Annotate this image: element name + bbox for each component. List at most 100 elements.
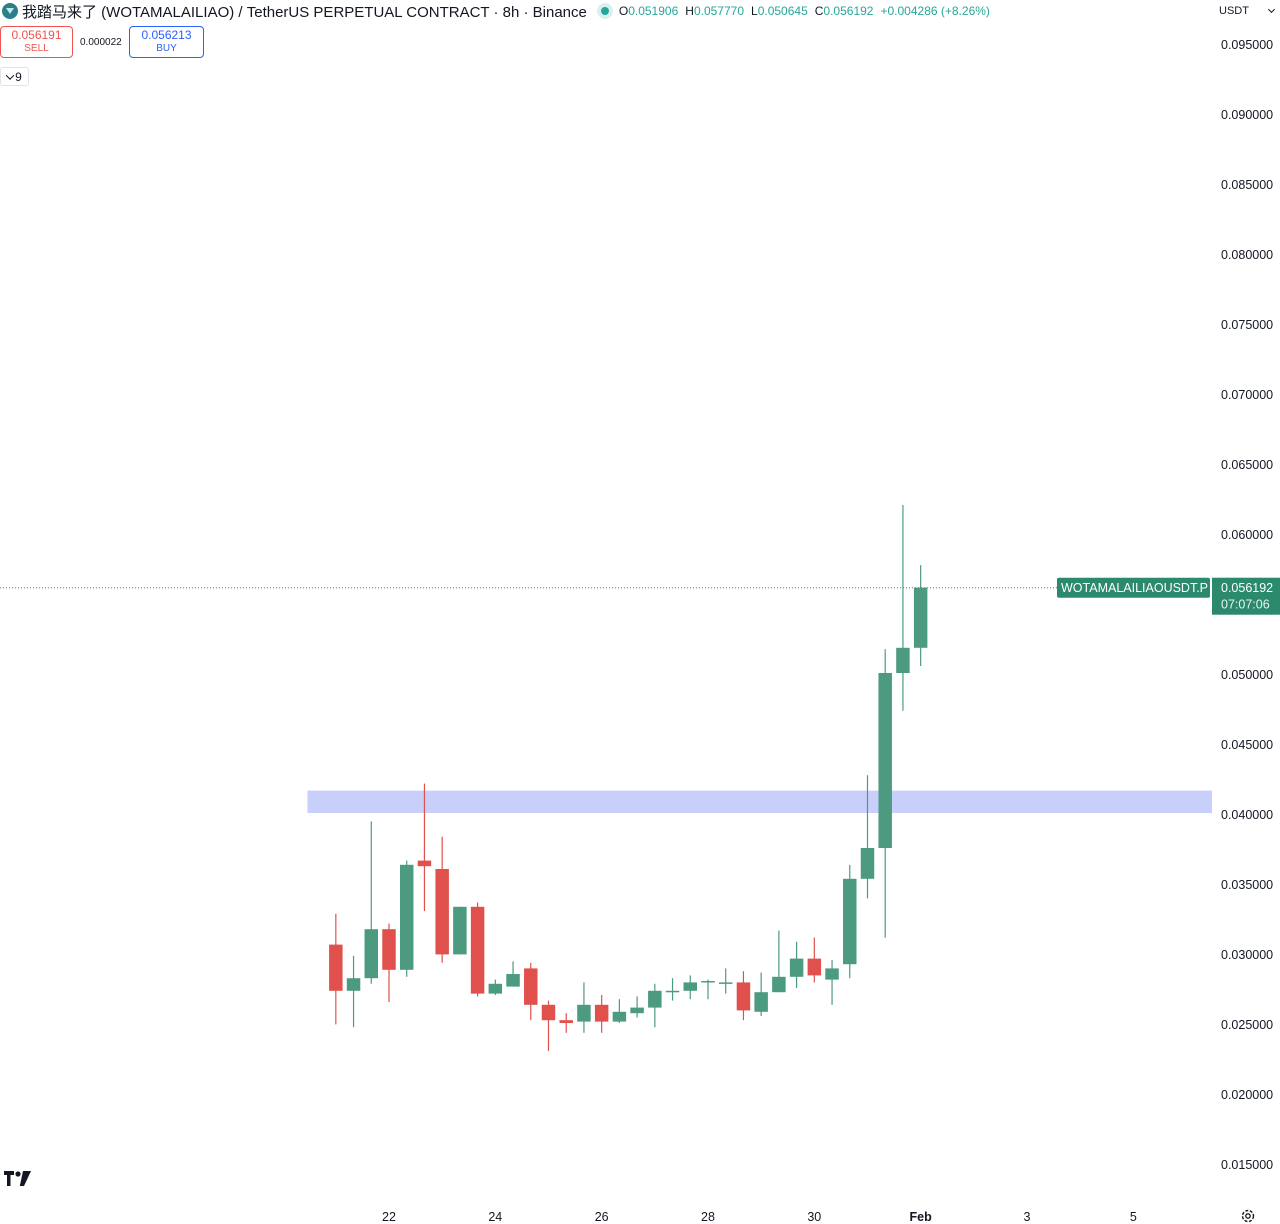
buy-button[interactable]: 0.056213 BUY: [129, 26, 204, 58]
ohlc-high: H0.057770: [685, 4, 744, 18]
candle: [701, 979, 715, 1000]
candle: [754, 972, 768, 1016]
chevron-down-icon: [1267, 5, 1276, 14]
time-axis-label: 24: [488, 1210, 502, 1224]
candle: [683, 975, 698, 1000]
candle-body: [860, 848, 875, 879]
candle: [506, 961, 520, 987]
price-axis-label: 0.080000: [1221, 248, 1273, 262]
ohlc-close: C0.056192: [814, 4, 874, 18]
candle: [399, 860, 414, 977]
price-axis-label: 0.045000: [1221, 738, 1273, 752]
time-axis-label: 26: [595, 1210, 609, 1224]
time-axis-label: 28: [701, 1210, 715, 1224]
candle: [772, 930, 786, 993]
candle-body: [878, 673, 892, 848]
candle-body: [630, 1007, 644, 1014]
candle: [541, 1000, 556, 1051]
price-change: +0.004286 (+8.26%): [880, 4, 990, 18]
candle: [825, 960, 839, 1005]
price-axis-label: 0.090000: [1221, 108, 1273, 122]
candle: [913, 565, 928, 666]
diamond-symbol-icon[interactable]: [2, 3, 18, 19]
zones-layer: [307, 790, 1213, 813]
ohlc-open: O0.051906: [618, 4, 679, 18]
spread-value: 0.000022: [80, 37, 122, 48]
symbol-tag-text: WOTAMALAILIAOUSDT.P: [1061, 581, 1208, 595]
gear-icon[interactable]: [1240, 1208, 1256, 1224]
candle-body: [736, 982, 751, 1011]
candle: [470, 902, 485, 997]
price-axis-label: 0.015000: [1221, 1158, 1273, 1172]
price-axis-label: 0.035000: [1221, 878, 1273, 892]
sell-button[interactable]: 0.056191 SELL: [0, 26, 73, 58]
candle: [665, 978, 680, 1001]
candle-body: [329, 944, 343, 991]
chart-legend-header: 我踏马来了 (WOTAMALAILIAO) / TetherUS PERPETU…: [0, 0, 990, 22]
candle-body: [364, 929, 379, 979]
candle-body: [683, 982, 698, 991]
currency-select[interactable]: USDT: [1212, 0, 1280, 22]
price-axis-label: 0.040000: [1221, 808, 1273, 822]
last-price-tag: WOTAMALAILIAOUSDT.P 0.056192 07:07:06: [1057, 577, 1280, 615]
candle-body: [772, 976, 786, 993]
price-axis-label: 0.020000: [1221, 1088, 1273, 1102]
candle: [453, 906, 467, 955]
candle-body: [382, 929, 396, 970]
candle: [648, 983, 662, 1028]
price-axis-label: 0.070000: [1221, 388, 1273, 402]
candle: [488, 979, 503, 995]
symbol-title[interactable]: 我踏马来了 (WOTAMALAILIAO) / TetherUS PERPETU…: [22, 3, 587, 21]
ohlc-low: L0.050645: [751, 4, 808, 18]
candle-body: [807, 958, 822, 976]
time-axis-label: 3: [1024, 1210, 1031, 1224]
time-axis[interactable]: 22 24 26 28 30 Feb 3 5: [382, 1210, 1137, 1224]
price-axis-label: 0.030000: [1221, 948, 1273, 962]
candle: [843, 864, 857, 979]
candle-body: [577, 1004, 591, 1022]
candle: [630, 996, 644, 1018]
tradingview-logo-icon[interactable]: [4, 1170, 34, 1188]
candle-body: [754, 992, 768, 1012]
candle: [382, 923, 396, 1002]
sell-price: 0.056191: [11, 28, 62, 42]
candle: [329, 913, 343, 1025]
time-axis-label: Feb: [910, 1210, 933, 1224]
time-axis-label: 22: [382, 1210, 396, 1224]
candle: [364, 821, 379, 984]
candle: [736, 971, 751, 1021]
candle: [435, 836, 449, 963]
currency-value: USDT: [1219, 5, 1249, 17]
candle-body: [488, 983, 503, 994]
price-tag-value: 0.056192: [1221, 581, 1273, 595]
candles-layer: [329, 505, 928, 1051]
candle-body: [470, 906, 485, 994]
buy-label: BUY: [156, 43, 177, 54]
price-axis[interactable]: 0.095000 0.090000 0.085000 0.080000 0.075000…: [1221, 38, 1273, 1172]
candle: [612, 999, 627, 1023]
candle-body: [789, 958, 804, 977]
candle-body: [417, 860, 432, 867]
resistance-zone[interactable]: [307, 790, 1213, 813]
candle-body: [896, 647, 910, 673]
price-axis-label: 0.060000: [1221, 528, 1273, 542]
time-axis-label: 30: [807, 1210, 821, 1224]
indicator-count: 9: [15, 69, 22, 84]
candle-body: [825, 968, 839, 980]
indicators-toggle-button[interactable]: 9: [0, 67, 29, 86]
candle-body: [594, 1004, 609, 1022]
candle-body: [612, 1011, 627, 1022]
price-axis-label: 0.050000: [1221, 668, 1273, 682]
candle-body: [843, 878, 857, 965]
bar-countdown: 07:07:06: [1221, 598, 1270, 612]
candle-body: [913, 587, 928, 648]
candle: [878, 649, 892, 938]
candle-body: [399, 864, 414, 970]
candle: [896, 505, 910, 711]
candle: [807, 937, 822, 983]
price-axis-label: 0.085000: [1221, 178, 1273, 192]
candle-body: [346, 978, 361, 991]
candle: [346, 955, 361, 1028]
market-status-dot-icon[interactable]: [600, 7, 609, 15]
